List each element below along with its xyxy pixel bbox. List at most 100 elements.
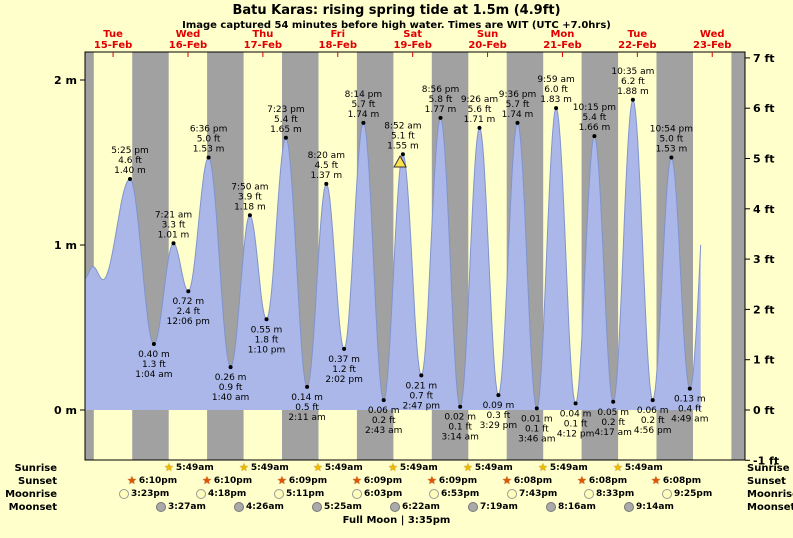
ft-axis-label: 2 ft	[753, 303, 775, 316]
moonset-event: 9:14am	[624, 502, 674, 512]
current-time-marker	[393, 154, 407, 168]
moonset-moon-icon	[546, 502, 556, 512]
moonrise-row-label-right: Moonrise	[747, 489, 793, 500]
sunrise-row-label-left: Sunrise	[14, 463, 57, 474]
low-tide-annotation: 0.06 m 0.2 ft 2:43 am	[365, 406, 402, 436]
sunset-row-label-right: Sunset	[747, 476, 786, 487]
astro-event-time: 6:03pm	[364, 489, 403, 499]
sunset-event: ★ 6:08pm	[577, 475, 627, 486]
moonset-moon-icon	[234, 502, 244, 512]
moonset-moon-icon	[468, 502, 478, 512]
astro-event-time: 5:49am	[175, 463, 214, 473]
moonrise-moon-icon	[584, 489, 594, 499]
high-tide-dot	[206, 155, 211, 160]
ft-axis-label: 6 ft	[753, 102, 775, 115]
low-tide-dot	[458, 404, 463, 409]
day-label-dow: Mon	[550, 29, 574, 40]
sunset-event: ★ 6:10pm	[202, 474, 253, 487]
high-tide-annotation: 10:54 pm 5.0 ft 1.53 m	[650, 125, 693, 155]
low-tide-annotation: 0.05 m 0.2 ft 4:17 am	[595, 408, 632, 438]
sunset-row-label-left: Sunset	[18, 476, 57, 487]
day-label-date: 17-Feb	[244, 40, 282, 51]
low-tide-dot	[534, 406, 539, 411]
sunrise-star-icon: ★	[538, 461, 548, 474]
day-label-date: 22-Feb	[618, 40, 656, 51]
astro-event-time: 5:49am	[250, 463, 289, 473]
ft-axis-label: 0 ft	[753, 404, 775, 417]
astro-event-time: 6:09pm	[288, 476, 328, 486]
high-tide-dot	[247, 213, 252, 218]
moonrise-event: 7:43pm	[507, 489, 557, 499]
moonset-row-label-right: Moonset	[747, 502, 793, 513]
high-tide-dot	[128, 177, 132, 181]
night-band	[731, 52, 745, 460]
high-tide-dot	[554, 106, 559, 111]
high-tide-dot	[515, 120, 520, 125]
low-tide-annotation: 0.72 m 2.4 ft 12:06 pm	[167, 297, 210, 327]
high-tide-dot	[592, 134, 597, 139]
high-tide-annotation: 7:21 am 3.3 ft 1.01 m	[155, 210, 192, 240]
astro-event-time: 7:43pm	[519, 489, 558, 499]
day-label-dow: Sat	[403, 29, 422, 40]
day-label-dow: Fri	[330, 29, 345, 40]
chart-title: Batu Karas: rising spring tide at 1.5m (…	[232, 3, 561, 18]
moonrise-moon-icon	[352, 489, 362, 499]
low-tide-dot	[687, 386, 692, 391]
moonset-event: 7:19am	[468, 502, 518, 512]
moonrise-moon-icon	[196, 489, 206, 499]
sunset-event: ★ 6:10pm	[127, 475, 178, 486]
low-tide-annotation: 0.02 m 0.1 ft 3:14 am	[442, 413, 479, 443]
sunset-star-icon: ★	[277, 474, 287, 487]
astro-event-time: 9:25pm	[674, 489, 713, 499]
moonrise-moon-icon	[662, 489, 672, 499]
moonrise-moon-icon	[274, 489, 284, 499]
low-tide-dot	[151, 342, 156, 346]
plot-border	[84, 51, 746, 461]
m-axis-label: 0 m	[54, 404, 77, 417]
day-label-date: 19-Feb	[393, 40, 431, 51]
sunrise-event: ★ 5:49am	[164, 462, 214, 473]
ft-axis-label: 4 ft	[753, 203, 775, 216]
moonrise-event: 9:25pm	[662, 489, 712, 499]
sunset-event: ★ 6:08pm	[651, 475, 702, 486]
sunset-star-icon: ★	[202, 474, 212, 487]
astro-event-time: 4:26am	[246, 502, 284, 512]
astro-event-time: 8:16am	[558, 502, 596, 512]
astro-event-time: 6:09pm	[438, 476, 478, 486]
moonset-row-label-left: Moonset	[8, 502, 57, 513]
low-tide-annotation: 0.26 m 0.9 ft 1:40 am	[212, 373, 249, 403]
high-tide-dot	[669, 155, 674, 160]
astro-event-time: 5:25am	[324, 502, 362, 512]
high-tide-annotation: 8:14 pm 5.7 ft 1.74 m	[345, 90, 383, 120]
low-tide-dot	[264, 317, 269, 322]
moonrise-event: 6:53pm	[429, 489, 479, 499]
m-axis-label: 2 m	[54, 74, 77, 87]
astro-event-time: 6:53pm	[441, 489, 480, 499]
moonset-event: 5:25am	[312, 502, 362, 512]
day-label-date: 20-Feb	[468, 40, 506, 51]
low-tide-dot	[611, 399, 616, 404]
moonset-moon-icon	[312, 502, 322, 512]
high-tide-dot	[438, 115, 443, 120]
high-tide-annotation: 10:15 pm 5.4 ft 1.66 m	[573, 103, 616, 133]
high-tide-annotation: 6:36 pm 5.0 ft 1.53 m	[190, 125, 228, 155]
high-tide-annotation: 8:20 am 4.5 ft 1.37 m	[308, 151, 345, 181]
day-label-date: 23-Feb	[693, 40, 731, 51]
low-tide-dot	[342, 346, 347, 351]
high-tide-annotation: 9:59 am 6.0 ft 1.83 m	[537, 75, 574, 105]
day-label-dow: Wed	[176, 29, 201, 40]
astro-event-time: 6:22am	[402, 502, 440, 512]
astro-event-time: 6:10pm	[138, 476, 178, 486]
moonset-event: 8:16am	[546, 502, 596, 512]
day-label-dow: Sun	[477, 29, 498, 40]
moonset-moon-icon	[156, 502, 166, 512]
day-label-date: 15-Feb	[94, 40, 132, 51]
astro-event-time: 6:10pm	[213, 476, 253, 486]
astro-event-time: 6:08pm	[662, 476, 702, 486]
low-tide-annotation: 0.14 m 0.5 ft 2:11 am	[288, 393, 325, 423]
sunrise-event: ★ 5:49am	[613, 462, 663, 473]
low-tide-dot	[228, 365, 233, 370]
astro-event-time: 9:14am	[636, 502, 674, 512]
